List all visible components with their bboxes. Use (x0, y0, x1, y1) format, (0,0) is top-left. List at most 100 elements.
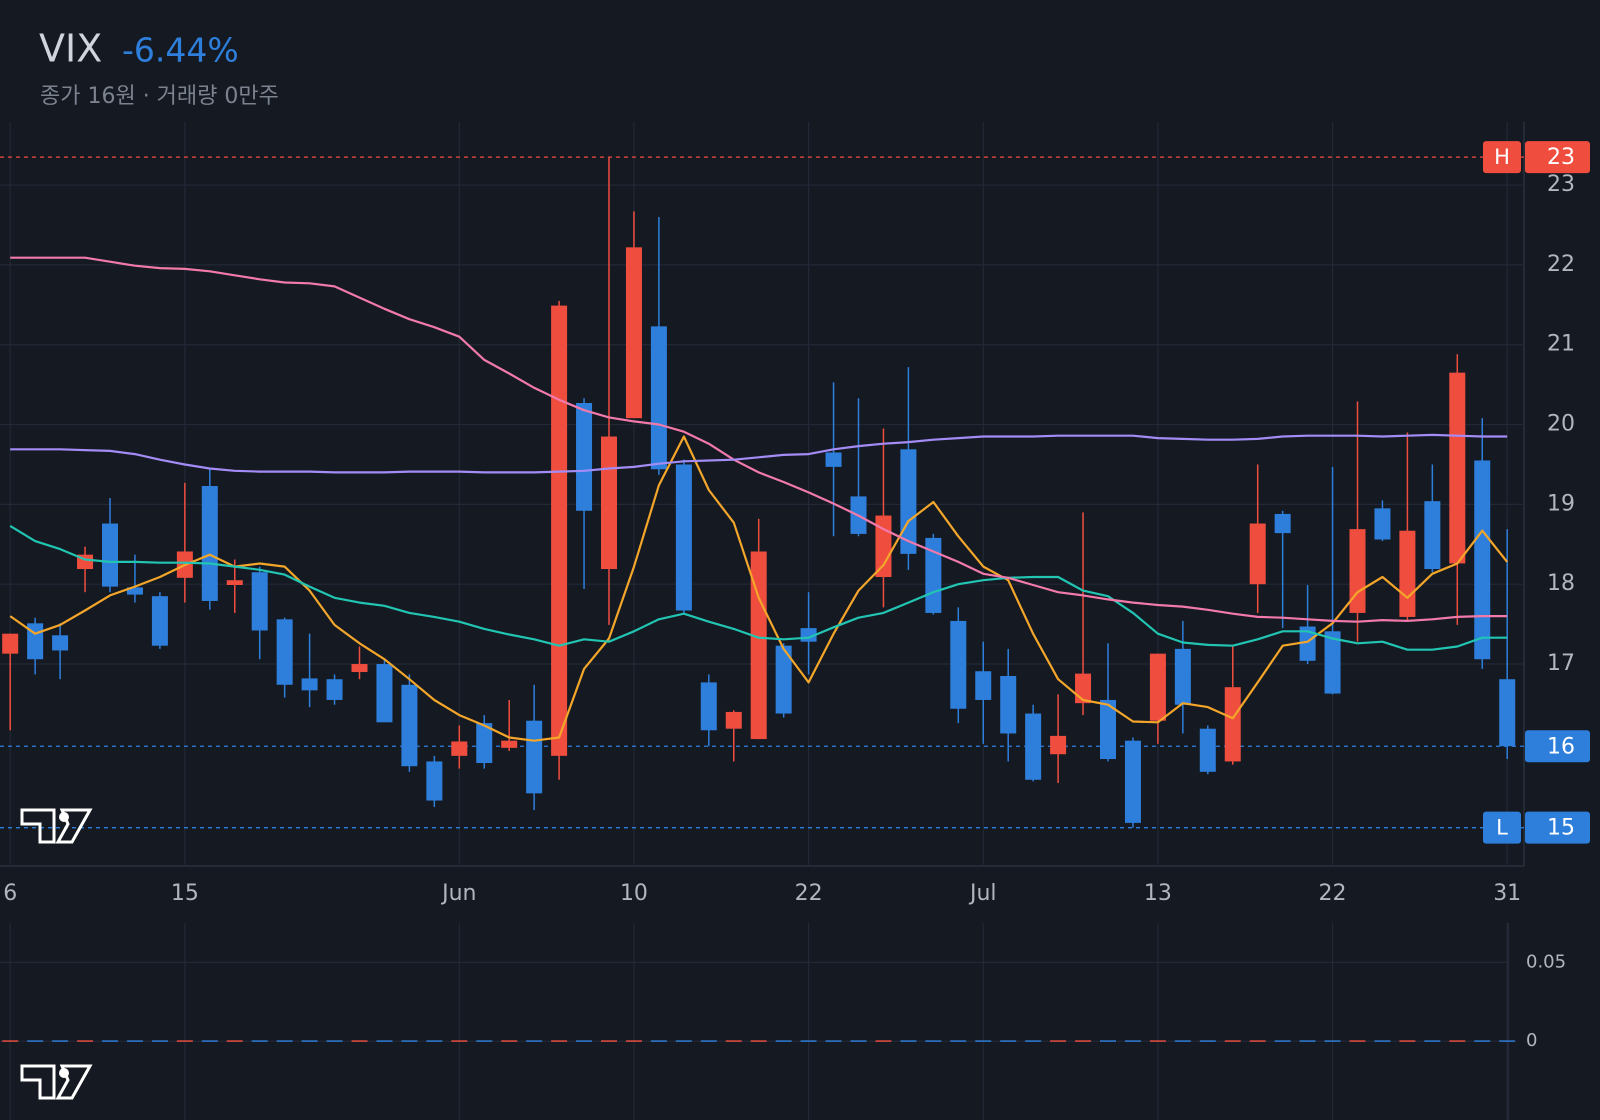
candle-body (551, 305, 568, 756)
candle-body (975, 671, 992, 700)
volume-bar (476, 1040, 493, 1042)
marker-value: 15 (1547, 816, 1575, 841)
volume-bar (950, 1040, 967, 1042)
volume-bar (650, 1040, 667, 1042)
candle-body (1399, 530, 1416, 617)
volume-bar (1399, 1040, 1416, 1042)
change-percent: -6.44% (122, 31, 239, 70)
volume-bar (1025, 1040, 1042, 1042)
candle-body (725, 711, 742, 729)
volume-bar (376, 1040, 393, 1042)
volume-bar (526, 1040, 543, 1042)
x-tick-label: 22 (795, 881, 823, 906)
candle-body (1499, 679, 1516, 747)
volume-bar (201, 1040, 218, 1042)
volume-bar (900, 1040, 917, 1042)
moving-average-line (10, 433, 1508, 474)
volume-bar (451, 1040, 468, 1042)
logo-dot (59, 812, 69, 822)
x-tick-label: 15 (171, 881, 199, 906)
volume-bar (1174, 1040, 1191, 1042)
candle-body (1349, 529, 1366, 613)
candle-body (476, 723, 493, 764)
volume-bar (1124, 1040, 1141, 1042)
candle-body (625, 247, 642, 419)
marker-tag-box (1483, 811, 1521, 844)
candle-body (1025, 713, 1042, 780)
moving-average-line (9, 524, 1508, 651)
volume-bar (775, 1040, 792, 1042)
volume-bar (1324, 1040, 1341, 1042)
volume-bar (301, 1040, 318, 1042)
candle-body (401, 684, 418, 767)
volume-bar (725, 1040, 742, 1042)
candle-body (1149, 653, 1166, 721)
volume-bar (1199, 1040, 1216, 1042)
y-tick-label: 18 (1547, 571, 1575, 596)
x-tick-label: Jun (440, 881, 476, 906)
x-tick-label: 22 (1319, 881, 1347, 906)
symbol-title: VIX (39, 27, 102, 71)
candle-body (1124, 740, 1141, 823)
candle-body (1100, 699, 1116, 760)
volume-bar (276, 1040, 293, 1042)
candle-body (251, 572, 268, 631)
candle-body (576, 402, 593, 511)
y-tick-label: 20 (1547, 412, 1575, 437)
candle-body (276, 619, 293, 685)
volume-tick-label: 0.05 (1526, 951, 1566, 972)
candle-body (1374, 508, 1391, 540)
volume-bar (351, 1040, 368, 1042)
candle-body (700, 682, 717, 731)
logo (20, 808, 93, 844)
volume-bar (1050, 1040, 1067, 1042)
volume-bar (1349, 1040, 1366, 1042)
volume-bar (27, 1040, 44, 1042)
logo-shape (20, 1064, 93, 1100)
volume-bar (77, 1040, 94, 1042)
candle-body (1000, 676, 1017, 734)
subtitle: 종가 16원 · 거래량 0만주 (40, 84, 279, 109)
logo (20, 1064, 93, 1100)
volume-bar (1474, 1040, 1491, 1042)
volume-bar (1274, 1040, 1291, 1042)
candle-body (1449, 372, 1466, 564)
x-tick-label: 10 (620, 881, 648, 906)
volume-bar (675, 1040, 692, 1042)
volume-bar (925, 1040, 942, 1042)
volume-bar (226, 1040, 243, 1042)
candle-body (2, 633, 19, 654)
volume-bar (700, 1040, 717, 1042)
candle-body (650, 326, 667, 470)
candle-body (126, 587, 143, 595)
candle-body (875, 515, 892, 578)
candle-body (775, 645, 792, 714)
volume-bar (551, 1040, 568, 1042)
marker-tag: L (1496, 816, 1508, 840)
candle-body (102, 523, 118, 587)
volume-bar (251, 1040, 268, 1042)
candle-body (226, 580, 243, 586)
candle-body (426, 761, 443, 801)
volume-bar (1374, 1040, 1391, 1042)
volume-bar (825, 1040, 842, 1042)
volume-bar (1224, 1040, 1241, 1042)
volume-bar (625, 1040, 642, 1042)
candle-body (151, 596, 168, 646)
volume-bar (151, 1040, 168, 1042)
volume-bar (1249, 1040, 1266, 1042)
volume-bar (576, 1040, 593, 1042)
marker-tag-box (1483, 141, 1521, 174)
volume-bar (426, 1040, 443, 1042)
x-tick-label: 31 (1493, 881, 1521, 906)
candle-body (950, 620, 967, 709)
x-tick-label: 13 (1144, 881, 1172, 906)
candle-body (1199, 728, 1216, 772)
candle-body (1050, 735, 1067, 755)
y-tick-label: 19 (1547, 491, 1575, 516)
candle-body (601, 436, 617, 570)
candle-body (1249, 523, 1266, 585)
volume-bar (850, 1040, 867, 1042)
